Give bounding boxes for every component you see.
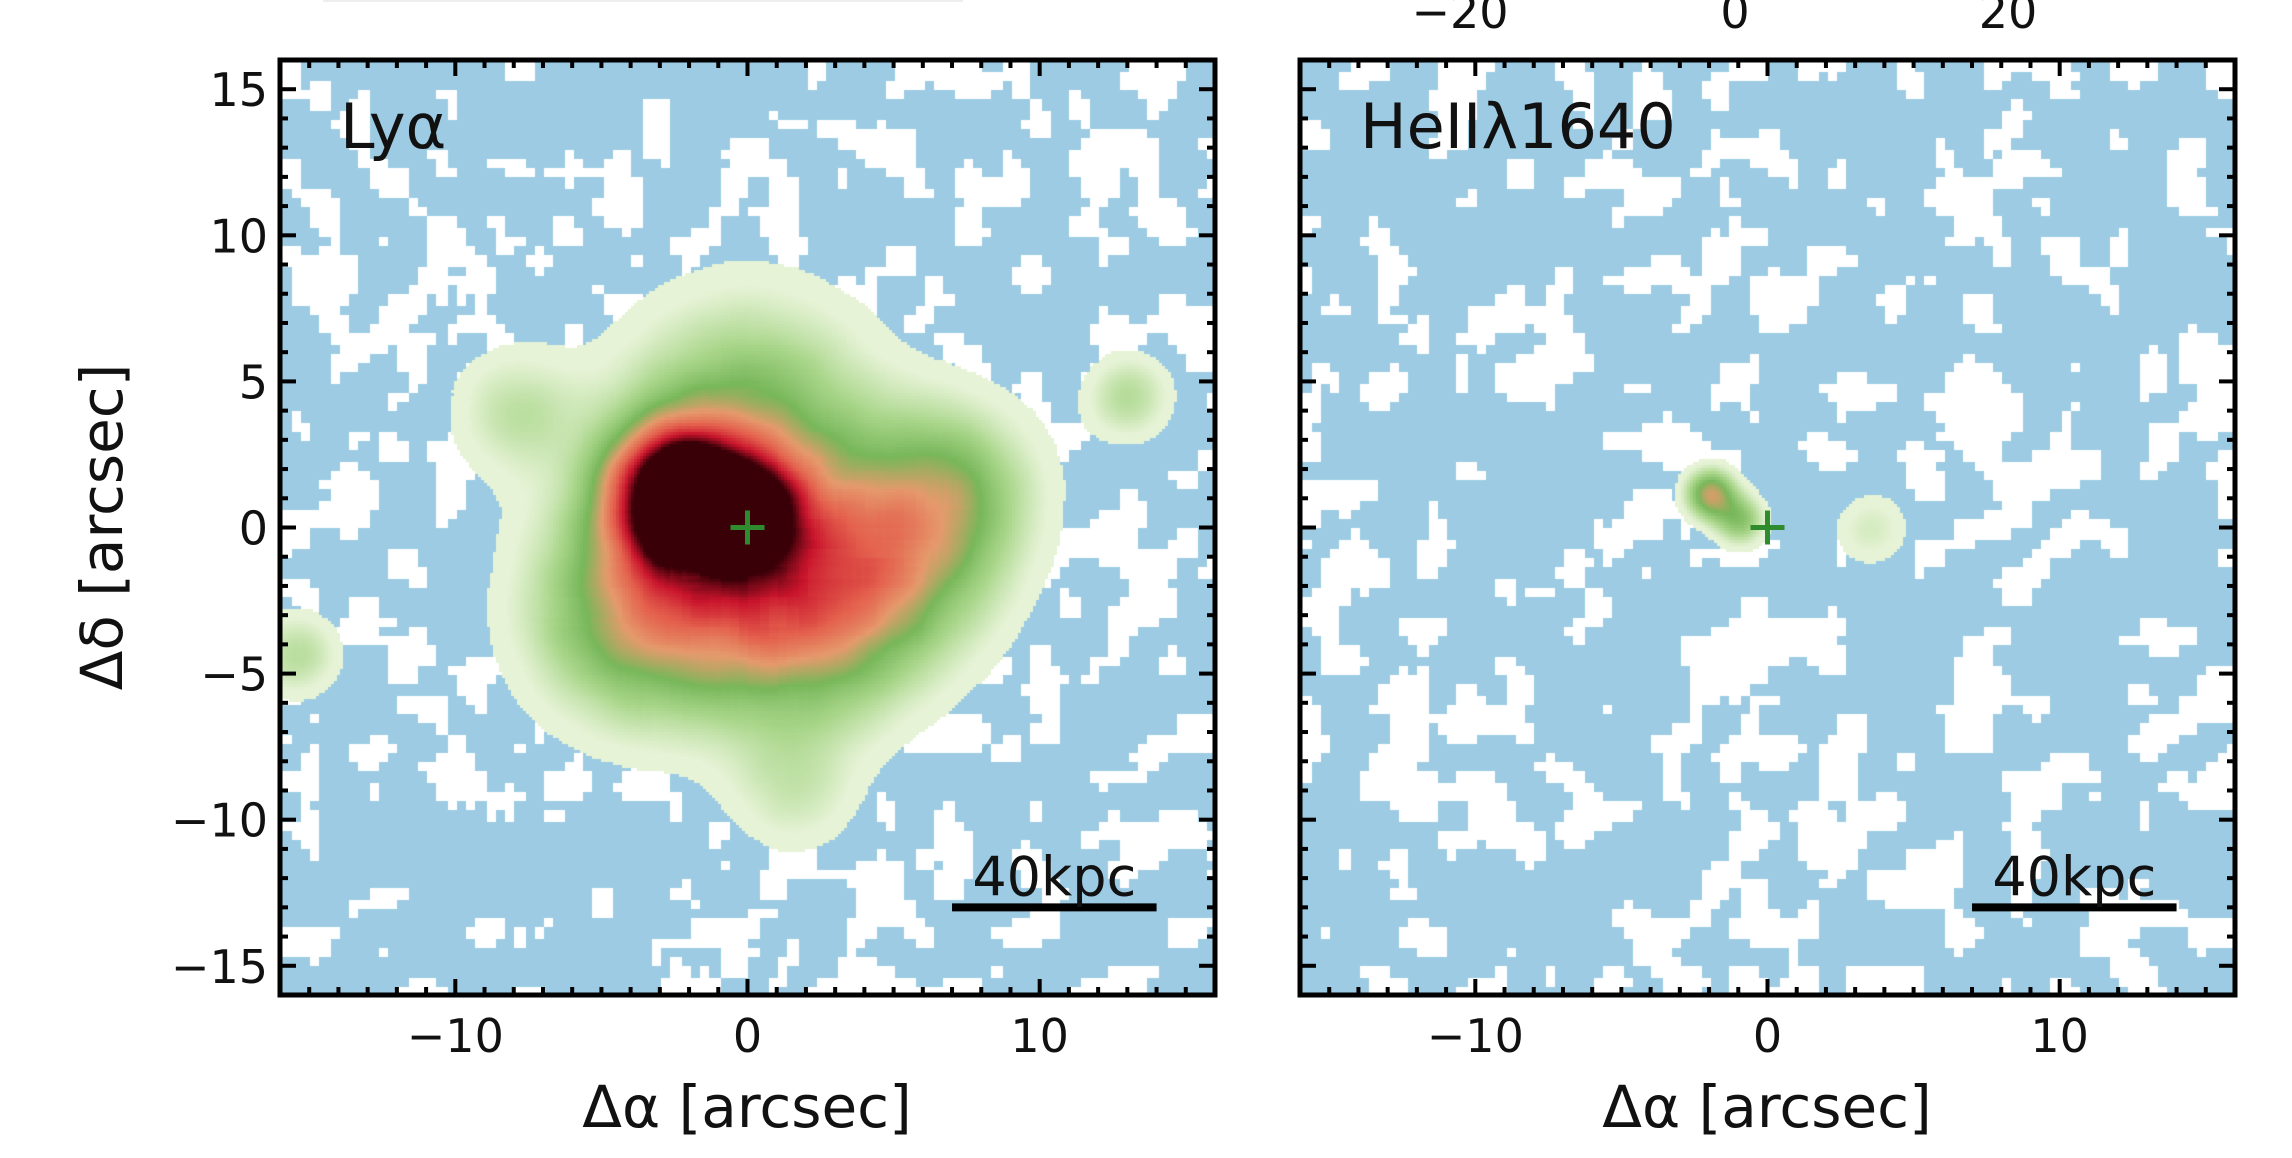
y-tick-label: −15 xyxy=(171,940,268,994)
lya-x-axis-label: Δα [arcsec] xyxy=(582,1073,911,1141)
heii-scale-bar: 40kpc xyxy=(1972,845,2177,912)
lya-axes-frame xyxy=(277,57,1218,998)
top-axis: −20 0 20 xyxy=(323,0,2037,39)
x-tick-label: 10 xyxy=(2030,1009,2089,1063)
heii-overlay xyxy=(1750,510,1785,545)
lya-overlay xyxy=(730,510,765,545)
y-tick-label: −10 xyxy=(171,794,268,848)
x-tick-label: −10 xyxy=(1427,1009,1524,1063)
lya-panel-label: Lyα xyxy=(340,90,446,163)
top-tick-label: 0 xyxy=(1720,0,1749,39)
lya-panel: Lyα Δα [arcsec] Δδ [arcsec] −10 0 10−15−10… xyxy=(68,57,1218,1141)
heii-scale-label: 40kpc xyxy=(1992,845,2156,908)
x-tick-label: −10 xyxy=(407,1009,504,1063)
lya-ticks: −10 0 10 −15 −10 −5 0 5 10 15 xyxy=(171,58,1217,1063)
x-tick-label: 10 xyxy=(1010,1009,1069,1063)
x-tick-label: 0 xyxy=(733,1009,762,1063)
y-tick-label: 0 xyxy=(239,502,268,556)
top-tick-label: 20 xyxy=(1979,0,2038,39)
y-tick-label: −5 xyxy=(200,648,268,702)
y-tick-label: 15 xyxy=(209,63,268,117)
heii-ticks: −10 0 10 xyxy=(1298,58,2237,1063)
y-tick-label: 10 xyxy=(209,209,268,263)
y-tick-label: 5 xyxy=(239,355,268,409)
lya-scale-bar: 40kpc xyxy=(952,845,1157,912)
heii-panel-label: HeIIλ1640 xyxy=(1360,90,1676,163)
lya-y-axis-label: Δδ [arcsec] xyxy=(68,364,136,691)
heii-axes-frame xyxy=(1297,57,2238,998)
heii-panel: HeIIλ1640 Δα [arcsec] −10 0 10 40kpc xyxy=(1297,57,2238,1141)
top-tick-label: −20 xyxy=(1411,0,1508,39)
top-panel-edge xyxy=(323,0,963,2)
lya-scale-label: 40kpc xyxy=(972,845,1136,908)
heii-x-axis-label: Δα [arcsec] xyxy=(1602,1073,1931,1141)
x-tick-label: 0 xyxy=(1753,1009,1782,1063)
